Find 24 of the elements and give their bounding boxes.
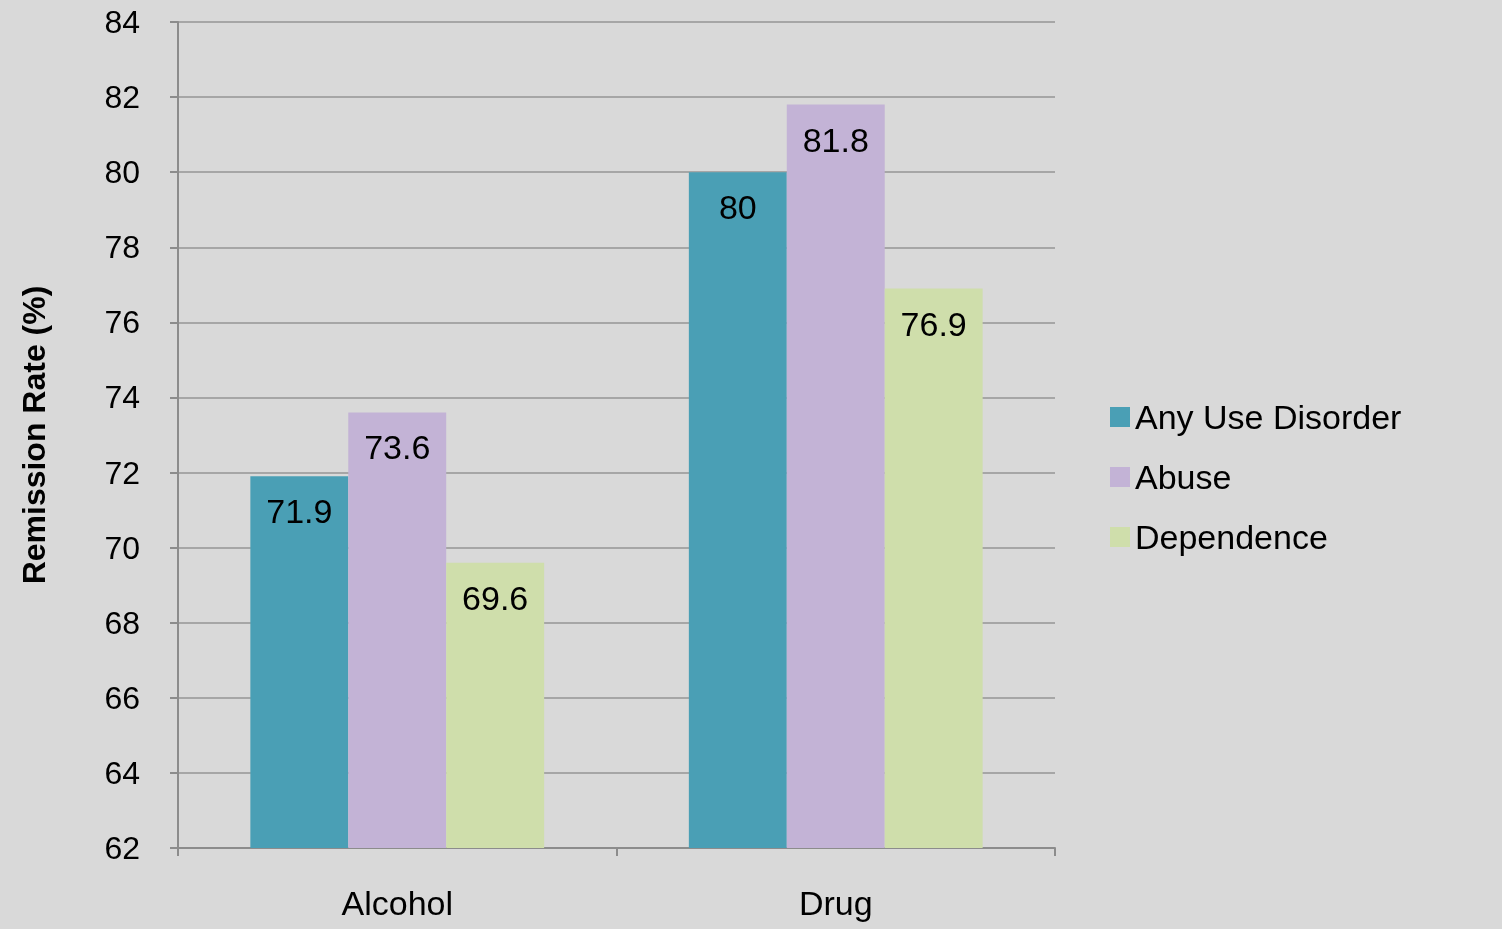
- legend-label: Abuse: [1135, 458, 1232, 496]
- y-tick-label: 82: [104, 79, 140, 116]
- y-tick-label: 72: [104, 454, 140, 491]
- y-tick-label: 68: [104, 604, 140, 641]
- data-label: 80: [718, 188, 757, 227]
- data-label: 73.6: [364, 428, 431, 467]
- data-label: 81.8: [802, 120, 869, 159]
- y-tick-label: 64: [104, 754, 140, 791]
- y-tick-label: 66: [104, 679, 140, 716]
- legend-label: Any Use Disorder: [1135, 398, 1402, 436]
- y-tick-label: 80: [104, 154, 140, 191]
- legend-label: Dependence: [1135, 518, 1328, 556]
- data-label: 76.9: [900, 304, 967, 343]
- data-label: 69.6: [462, 578, 529, 617]
- x-tick-label: Drug: [798, 884, 873, 922]
- y-tick-label: 84: [104, 4, 140, 40]
- y-tick-label: 76: [104, 304, 140, 341]
- data-label: 71.9: [266, 492, 333, 531]
- y-tick-label: 74: [104, 379, 140, 416]
- x-tick-label: Alcohol: [341, 884, 454, 922]
- y-tick-label: 62: [104, 830, 140, 866]
- y-tick-label: 70: [104, 529, 140, 566]
- y-axis-title: Remission Rate (%): [16, 285, 52, 585]
- y-tick-label: 78: [104, 229, 140, 266]
